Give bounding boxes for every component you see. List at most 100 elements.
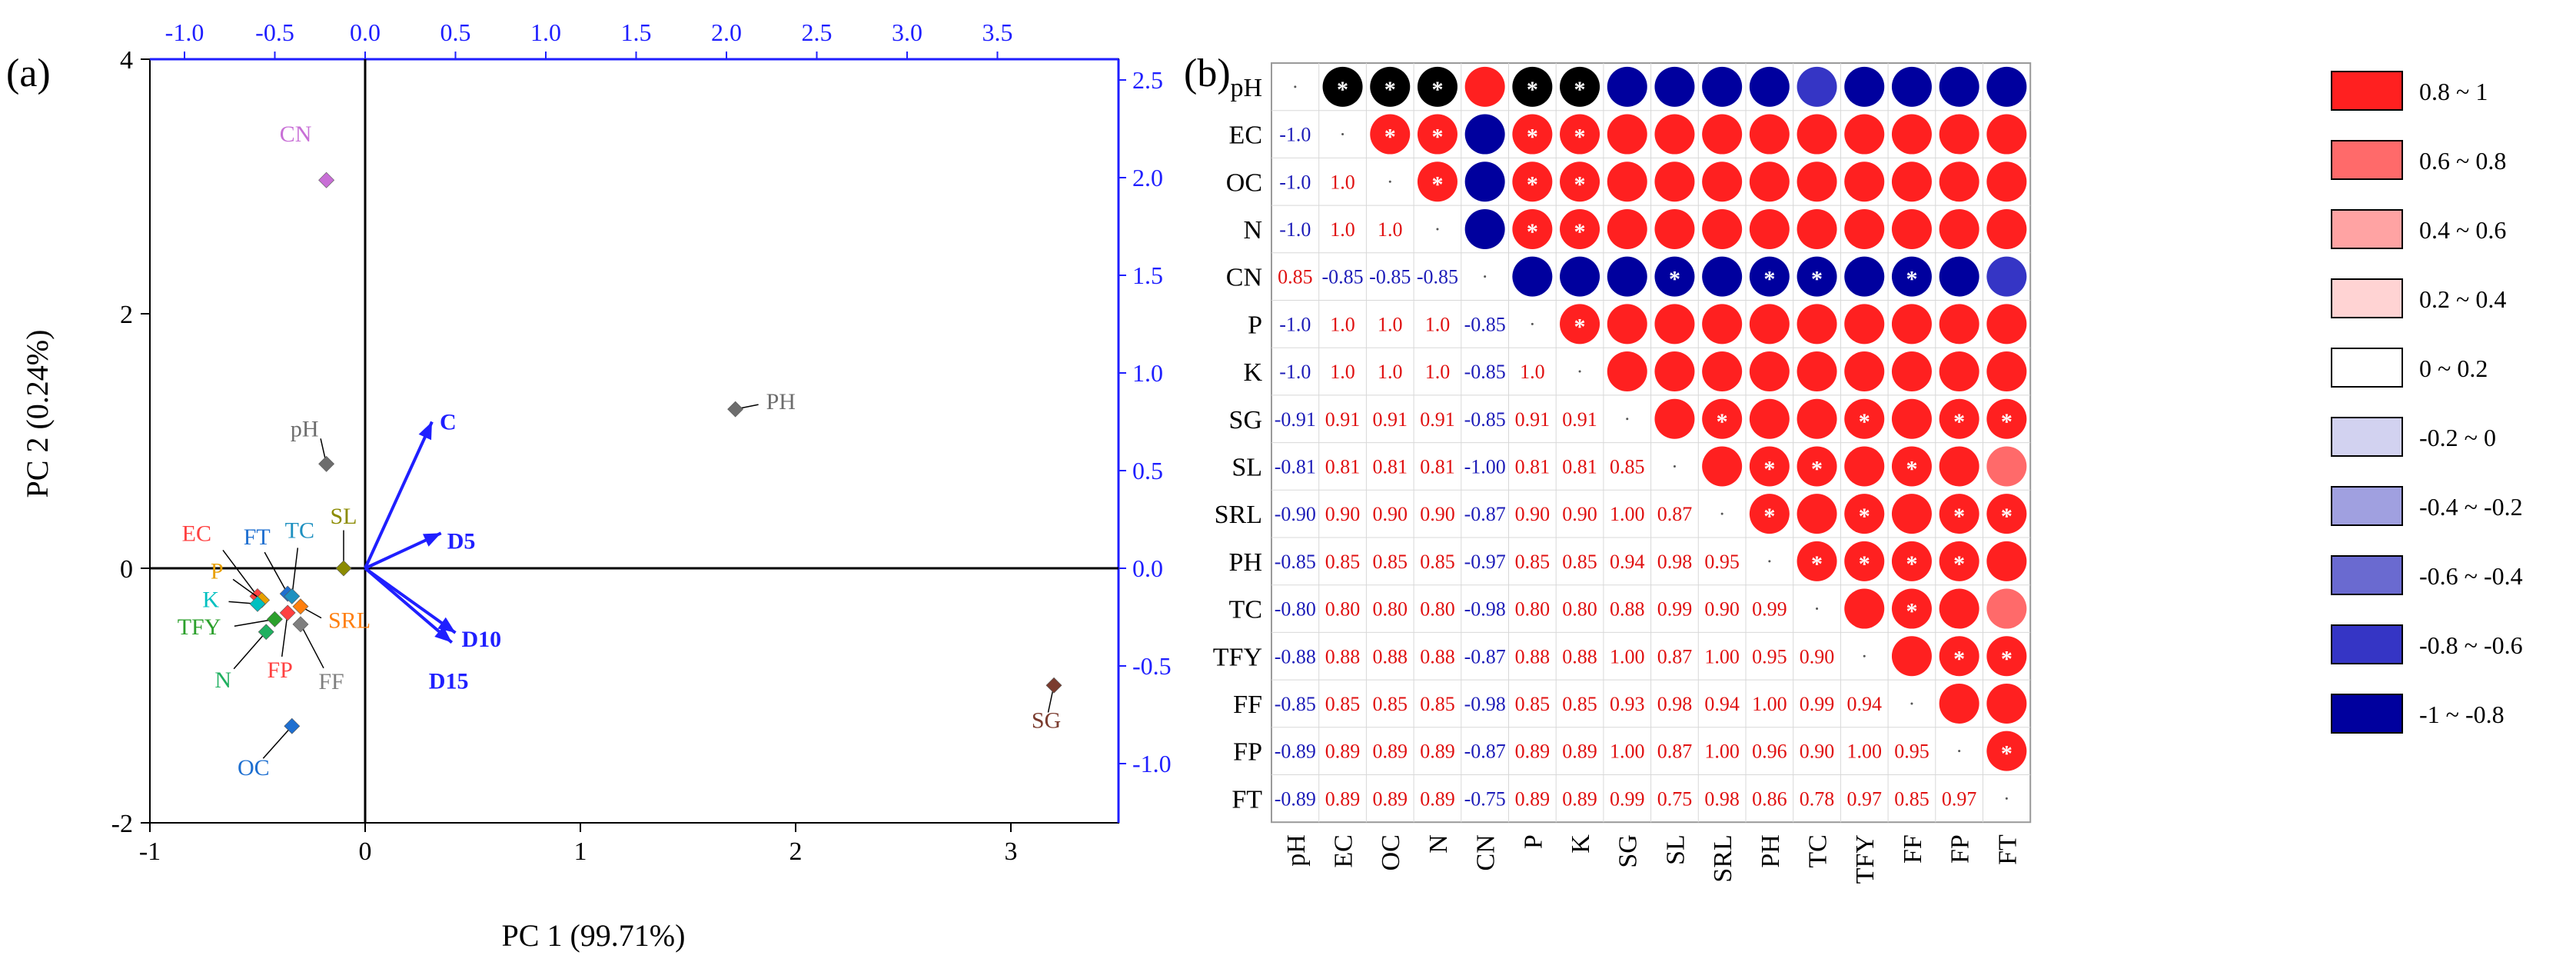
correlation-circle bbox=[1797, 66, 1837, 107]
significance-star: * bbox=[1431, 171, 1443, 197]
correlation-circle bbox=[1797, 114, 1837, 155]
significance-star: * bbox=[1527, 77, 1538, 102]
column-label: P bbox=[1519, 834, 1547, 849]
correlation-circle bbox=[1986, 588, 2027, 629]
legend-swatch bbox=[2331, 694, 2403, 734]
significance-star: * bbox=[2001, 646, 2013, 671]
correlation-value: 0.95 bbox=[1752, 645, 1787, 667]
correlation-value: 0.89 bbox=[1420, 787, 1455, 810]
correlation-circle bbox=[1749, 66, 1790, 107]
correlation-circle bbox=[1891, 351, 1932, 392]
legend-label: 0.4 ~ 0.6 bbox=[2419, 216, 2506, 244]
legend-swatch bbox=[2331, 209, 2403, 249]
correlation-circle bbox=[1844, 446, 1885, 487]
correlation-value: 0.89 bbox=[1420, 741, 1455, 763]
correlation-value: -0.85 bbox=[1369, 266, 1411, 288]
correlation-value: 0.90 bbox=[1515, 503, 1551, 525]
correlation-value: -0.75 bbox=[1464, 787, 1506, 810]
correlation-value: 1.0 bbox=[1378, 218, 1403, 241]
correlation-value: 0.89 bbox=[1515, 787, 1551, 810]
correlation-value: -0.97 bbox=[1464, 551, 1506, 573]
correlation-value: 1.0 bbox=[1378, 313, 1403, 335]
correlation-circle bbox=[1986, 256, 2027, 297]
diagonal-dot bbox=[1720, 512, 1723, 515]
correlation-value: 0.98 bbox=[1704, 787, 1740, 810]
correlation-circle bbox=[1702, 398, 1743, 439]
correlation-circle bbox=[1939, 494, 1979, 534]
correlation-circle bbox=[1939, 304, 1979, 345]
correlation-circle bbox=[1512, 114, 1553, 155]
vector-label: D5 bbox=[447, 528, 476, 554]
y-tick-label: 4 bbox=[120, 46, 133, 75]
correlation-value: -0.85 bbox=[1321, 266, 1363, 288]
row-label: FF bbox=[1233, 691, 1262, 719]
correlation-circle bbox=[1891, 256, 1932, 297]
correlation-value: 0.99 bbox=[1800, 693, 1835, 715]
correlation-circle bbox=[1702, 304, 1743, 345]
correlation-circle bbox=[1891, 446, 1932, 487]
correlation-value: 0.90 bbox=[1562, 503, 1597, 525]
data-point bbox=[318, 171, 335, 188]
legend-swatch bbox=[2331, 348, 2403, 388]
correlation-circle bbox=[1939, 588, 1979, 629]
x-tick-label: 1 bbox=[574, 837, 587, 866]
correlation-circle bbox=[1986, 683, 2027, 724]
correlation-value: 0.85 bbox=[1562, 693, 1597, 715]
panel-a-label: (a) bbox=[6, 52, 51, 95]
point-label: K bbox=[202, 587, 219, 612]
data-point bbox=[318, 455, 335, 472]
correlation-circle bbox=[1417, 66, 1458, 107]
diagonal-dot bbox=[1531, 322, 1534, 325]
correlation-value: -0.98 bbox=[1464, 693, 1506, 715]
correlation-heatmap: pHpHECECOCOCNNCNCNPPKKSGSGSLSLSRLSRLPHPH… bbox=[1213, 62, 2523, 884]
correlation-circle bbox=[1702, 114, 1743, 155]
correlation-value: 1.00 bbox=[1752, 693, 1787, 715]
correlation-value: 0.98 bbox=[1657, 551, 1693, 573]
row-label: N bbox=[1243, 216, 1262, 245]
significance-star: * bbox=[1763, 267, 1775, 292]
significance-star: * bbox=[1859, 409, 1870, 434]
correlation-circle bbox=[1702, 446, 1743, 487]
top-tick-label: -0.5 bbox=[255, 18, 294, 46]
column-label: SL bbox=[1661, 834, 1690, 865]
column-label: TFY bbox=[1851, 834, 1880, 884]
x-tick-label: -1 bbox=[139, 837, 161, 866]
correlation-value: 0.87 bbox=[1657, 645, 1693, 667]
correlation-value: 0.85 bbox=[1515, 551, 1551, 573]
significance-star: * bbox=[1574, 171, 1586, 197]
significance-star: * bbox=[1527, 219, 1538, 245]
correlation-value: -0.89 bbox=[1275, 787, 1316, 810]
correlation-circle bbox=[1986, 66, 2027, 107]
correlation-value: -1.0 bbox=[1279, 361, 1311, 383]
row-label: SRL bbox=[1215, 501, 1262, 529]
correlation-circle bbox=[1654, 114, 1695, 155]
row-label: FT bbox=[1231, 785, 1262, 814]
row-label: TFY bbox=[1213, 643, 1262, 671]
correlation-circle bbox=[1986, 731, 2027, 771]
correlation-circle bbox=[1844, 208, 1885, 249]
correlation-value: 0.99 bbox=[1610, 787, 1645, 810]
diagonal-dot bbox=[1388, 180, 1391, 183]
correlation-value: -0.98 bbox=[1464, 598, 1506, 621]
correlation-value: 1.00 bbox=[1847, 741, 1883, 763]
correlation-value: -0.80 bbox=[1275, 598, 1316, 621]
diagonal-dot bbox=[1816, 607, 1819, 611]
correlation-value: -0.88 bbox=[1275, 645, 1316, 667]
diagonal-dot bbox=[1768, 560, 1771, 563]
column-label: K bbox=[1567, 834, 1595, 854]
correlation-circle bbox=[1749, 208, 1790, 249]
correlation-value: 0.81 bbox=[1325, 455, 1361, 478]
correlation-circle bbox=[1607, 66, 1647, 107]
point-label: SRL bbox=[328, 608, 371, 634]
correlation-value: 0.95 bbox=[1894, 741, 1930, 763]
correlation-circle bbox=[1654, 351, 1695, 392]
data-point bbox=[284, 588, 301, 604]
correlation-value: -1.0 bbox=[1279, 313, 1311, 335]
correlation-circle bbox=[1464, 161, 1505, 202]
correlation-value: -0.85 bbox=[1275, 551, 1316, 573]
correlation-circle bbox=[1607, 351, 1647, 392]
significance-star: * bbox=[1574, 125, 1586, 150]
correlation-value: 0.85 bbox=[1373, 693, 1408, 715]
point-label: SG bbox=[1032, 707, 1061, 733]
correlation-value: 0.86 bbox=[1752, 787, 1787, 810]
